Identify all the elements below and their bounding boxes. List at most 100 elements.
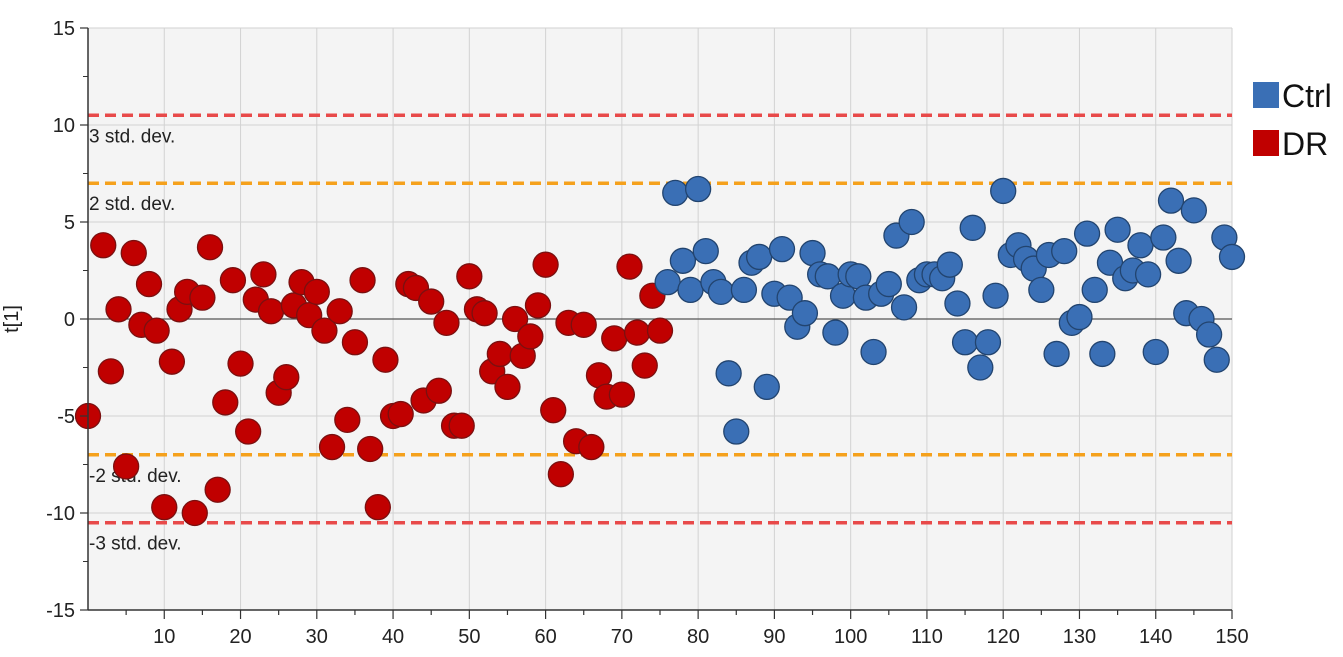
point-dr xyxy=(181,499,208,527)
point-ctrl xyxy=(707,278,735,305)
limit-label: 3 std. dev. xyxy=(89,126,175,147)
point-dr xyxy=(257,298,285,325)
point-dr xyxy=(616,253,643,280)
point-dr xyxy=(570,311,597,338)
point-dr xyxy=(250,261,277,288)
point-dr xyxy=(631,352,658,379)
y-tick-label: 10 xyxy=(53,115,75,137)
point-ctrl xyxy=(684,175,712,203)
x-tick-label: 140 xyxy=(1139,626,1172,648)
point-ctrl xyxy=(1134,261,1162,288)
point-dr xyxy=(219,267,247,294)
point-ctrl xyxy=(692,237,719,265)
point-dr xyxy=(372,346,399,373)
y-axis-ticks: 15 10 5 0 -5 -10 -15 xyxy=(46,18,88,622)
point-dr xyxy=(433,309,460,337)
point-dr xyxy=(97,358,125,385)
x-tick-label: 90 xyxy=(763,626,785,648)
point-ctrl xyxy=(1066,303,1093,331)
x-tick-label: 130 xyxy=(1063,626,1096,648)
point-dr xyxy=(273,364,300,391)
point-dr xyxy=(501,305,529,333)
legend-label-ctrl: Ctrl xyxy=(1282,78,1332,114)
point-dr xyxy=(364,494,391,521)
point-dr xyxy=(524,292,552,319)
point-dr xyxy=(318,433,346,461)
x-tick-label: 150 xyxy=(1215,626,1248,648)
x-tick-label: 100 xyxy=(834,626,867,648)
y-tick-label: 15 xyxy=(53,18,75,40)
point-dr xyxy=(303,278,330,305)
point-ctrl xyxy=(745,243,773,271)
x-tick-label: 10 xyxy=(153,626,175,648)
point-dr xyxy=(105,296,132,323)
y-tick-label: -15 xyxy=(46,600,75,622)
point-ctrl xyxy=(1218,243,1246,271)
std-dev-limit-lines: 3 std. dev. 2 std. dev. -2 std. dev. -3 std… xyxy=(88,113,1232,555)
point-dr xyxy=(646,317,674,344)
point-ctrl xyxy=(990,177,1017,205)
point-ctrl xyxy=(715,360,742,387)
point-ctrl xyxy=(1157,187,1185,214)
point-dr xyxy=(235,418,262,445)
point-ctrl xyxy=(662,179,689,207)
data-points xyxy=(74,175,1246,527)
point-ctrl xyxy=(967,354,994,381)
point-dr xyxy=(578,433,605,461)
point-dr xyxy=(158,348,186,375)
x-tick-label: 110 xyxy=(911,626,943,648)
point-dr xyxy=(143,317,170,344)
point-ctrl xyxy=(1180,197,1208,224)
point-ctrl xyxy=(890,294,918,321)
point-ctrl xyxy=(936,251,963,278)
point-ctrl xyxy=(898,208,925,236)
point-ctrl xyxy=(1028,276,1055,304)
point-dr xyxy=(326,298,353,325)
point-ctrl xyxy=(822,319,849,346)
point-dr xyxy=(112,453,140,480)
point-dr xyxy=(135,270,163,298)
point-ctrl xyxy=(860,338,887,366)
point-dr xyxy=(494,373,521,401)
point-ctrl xyxy=(1127,232,1154,259)
point-ctrl xyxy=(1150,224,1177,251)
point-ctrl xyxy=(791,300,819,327)
x-axis-ticks: 10 20 30 40 50 60 70 80 90 100 110 120 130 140 150 xyxy=(125,610,1249,648)
point-dr xyxy=(196,234,224,261)
point-ctrl xyxy=(1165,247,1192,274)
point-dr xyxy=(623,319,651,346)
point-ctrl xyxy=(875,270,902,298)
point-dr xyxy=(311,317,338,344)
point-ctrl xyxy=(982,282,1009,309)
point-ctrl xyxy=(677,276,704,304)
x-tick-label: 40 xyxy=(382,626,404,648)
limit-label: -2 std. dev. xyxy=(89,466,182,487)
x-tick-label: 60 xyxy=(534,626,556,648)
point-ctrl xyxy=(974,329,1002,356)
point-ctrl xyxy=(1195,321,1223,348)
point-dr xyxy=(448,412,475,439)
point-dr xyxy=(471,300,498,327)
point-dr xyxy=(90,232,117,259)
point-dr xyxy=(189,284,216,311)
point-ctrl xyxy=(1104,216,1131,243)
point-dr xyxy=(601,325,628,352)
point-dr xyxy=(517,323,544,350)
y-tick-label: 5 xyxy=(64,212,75,234)
point-dr xyxy=(349,267,376,294)
x-tick-label: 120 xyxy=(987,626,1020,648)
limit-label: 2 std. dev. xyxy=(89,194,175,215)
point-dr xyxy=(387,400,414,428)
y-axis-label: t[1] xyxy=(1,305,23,333)
x-tick-label: 50 xyxy=(458,626,480,648)
point-ctrl xyxy=(1142,338,1169,366)
point-ctrl xyxy=(1043,340,1070,368)
point-ctrl xyxy=(944,290,971,317)
point-ctrl xyxy=(723,418,750,445)
point-ctrl xyxy=(654,268,681,296)
point-dr xyxy=(120,239,147,267)
point-dr xyxy=(357,435,384,463)
point-dr xyxy=(418,288,445,315)
y-tick-label: 0 xyxy=(64,309,75,331)
